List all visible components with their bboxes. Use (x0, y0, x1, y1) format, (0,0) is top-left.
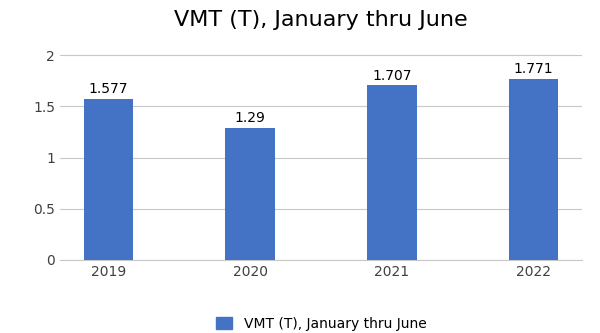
Bar (367, 85, 416, 260)
Text: 1.577: 1.577 (89, 82, 128, 96)
Title: VMT (T), January thru June: VMT (T), January thru June (174, 10, 468, 30)
Text: 1.707: 1.707 (372, 69, 412, 83)
Bar (84, 99, 133, 260)
Bar (509, 79, 558, 260)
Text: 1.29: 1.29 (235, 111, 266, 125)
Legend: VMT (T), January thru June: VMT (T), January thru June (210, 311, 432, 333)
Bar (226, 128, 275, 260)
Text: 1.771: 1.771 (514, 62, 553, 76)
